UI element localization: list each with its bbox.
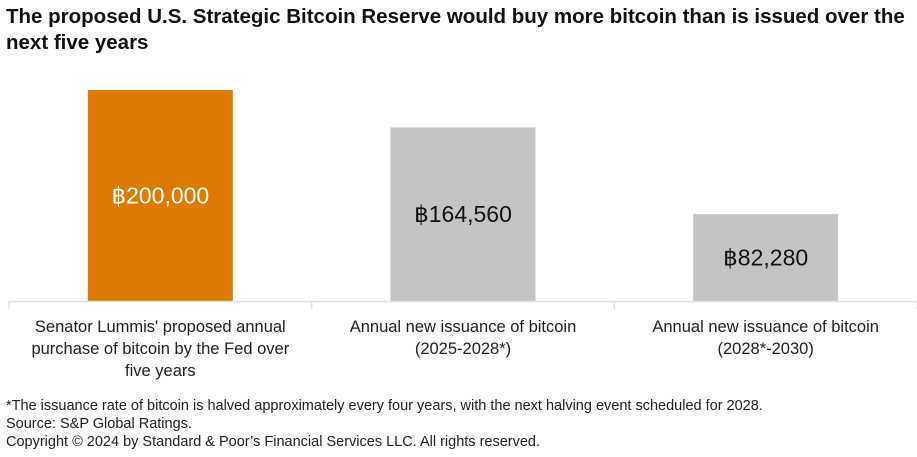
data-label-2: ฿164,560 <box>414 201 512 227</box>
x-tick-label-3: Annual new issuance of bitcoin (2028*-203… <box>652 318 879 358</box>
x-tick-label-1: Senator Lummis' proposed annual purchase … <box>31 318 289 380</box>
bar-chart: ฿200,000 Senator Lummis' proposed annual p… <box>8 90 917 380</box>
bar-2 <box>390 127 536 302</box>
chart-title: The proposed U.S. Strategic Bitcoin Rese… <box>6 5 905 54</box>
source-note: Source: S&P Global Ratings. <box>6 416 192 432</box>
x-tick-label-2: Annual new issuance of bitcoin (2025-2028… <box>350 318 577 358</box>
data-label-1: ฿200,000 <box>111 183 209 209</box>
bar-3 <box>693 214 839 301</box>
data-label-3: ฿82,280 <box>723 245 808 271</box>
footnotes: *The issuance rate of bitcoin is halved … <box>6 397 763 451</box>
footnote-halving: *The issuance rate of bitcoin is halved … <box>6 398 763 414</box>
bar-1 <box>87 90 233 301</box>
copyright-note: Copyright © 2024 by Standard & Poor’s Fi… <box>6 434 541 450</box>
